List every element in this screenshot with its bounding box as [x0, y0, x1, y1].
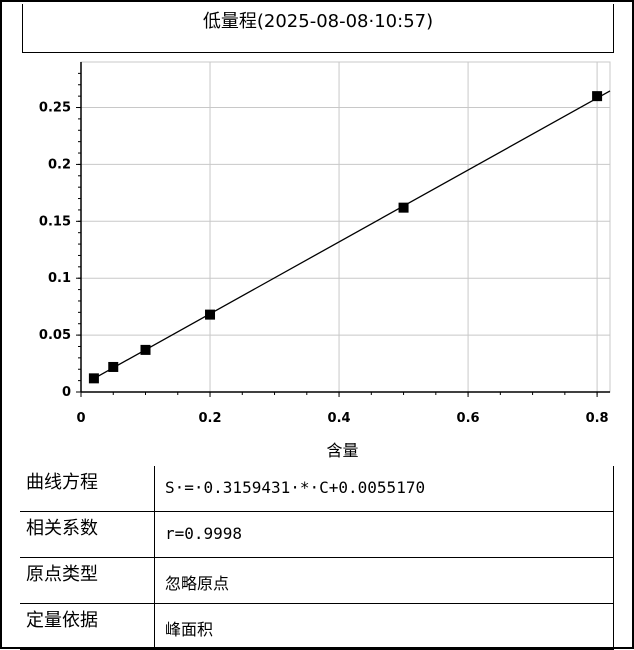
y-tick-label: 0.1: [48, 271, 71, 286]
calibration-chart: 0 0.05 0.1 0.15 0.2 0.25 0 0.2 0.4 0.6 0.8 含量: [39, 61, 611, 460]
x-axis-title: 含量: [326, 441, 358, 460]
data-point: [592, 91, 603, 102]
equation-label: 曲线方程: [20, 466, 155, 512]
y-tick-label: 0: [62, 385, 71, 400]
data-point: [398, 202, 409, 213]
data-point: [140, 344, 151, 355]
chart-title: 低量程(2025-08-08·10:57): [202, 11, 434, 32]
title-box: 低量程(2025-08-08·10:57): [22, 4, 614, 53]
y-tick-label: 0.15: [39, 214, 71, 229]
x-tick-label: 0: [76, 411, 85, 426]
data-point: [88, 373, 99, 384]
correlation-label: 相关系数: [20, 511, 155, 558]
quant-basis-value: 峰面积: [154, 603, 614, 650]
correlation-value: r=0.9998: [154, 511, 614, 558]
equation-value: S·=·0.3159431·*·C+0.0055170: [154, 466, 614, 512]
x-tick-label: 0.2: [199, 411, 222, 426]
x-tick-label: 0.6: [457, 411, 480, 426]
plot-area: [80, 61, 611, 393]
info-row-equation: 曲线方程 S·=·0.3159431·*·C+0.0055170: [20, 466, 614, 512]
y-tick-label: 0.05: [39, 328, 71, 343]
y-tick-label: 0.2: [48, 157, 71, 172]
y-tick-label: 0.25: [39, 101, 71, 116]
info-row-correlation: 相关系数 r=0.9998: [20, 511, 614, 558]
x-tick-label: 0.8: [586, 411, 609, 426]
info-row-origin-type: 原点类型 忽略原点: [20, 557, 614, 604]
origin-type-label: 原点类型: [20, 557, 155, 604]
fit-line: [93, 90, 611, 380]
info-row-quant-basis: 定量依据 峰面积: [20, 603, 614, 650]
quant-basis-label: 定量依据: [20, 603, 155, 650]
x-tick-label: 0.4: [328, 411, 351, 426]
data-point: [108, 361, 119, 372]
origin-type-value: 忽略原点: [154, 557, 614, 604]
data-point: [205, 309, 216, 320]
calibration-info-table: 曲线方程 S·=·0.3159431·*·C+0.0055170 相关系数 r=…: [20, 466, 614, 650]
